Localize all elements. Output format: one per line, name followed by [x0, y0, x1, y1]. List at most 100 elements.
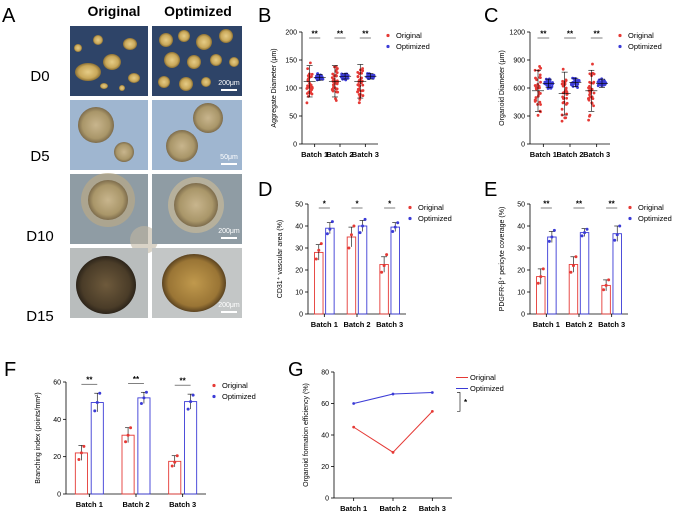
scale-d0: 200μm [218, 80, 240, 87]
data-point [546, 83, 550, 87]
data-point [332, 85, 335, 89]
data-point [319, 242, 323, 246]
significance-label: ** [180, 377, 187, 386]
y-axis-label: CD31⁺ vascular area (%) [276, 220, 284, 298]
data-point [552, 228, 556, 232]
data-point [314, 257, 318, 261]
data-point [331, 83, 335, 87]
data-point [124, 440, 128, 444]
y-tick-label: 0 [57, 492, 61, 499]
legend-label: Original [470, 373, 496, 382]
data-point [98, 391, 102, 395]
significance-label: ** [337, 30, 344, 39]
data-point [588, 95, 592, 99]
data-point [583, 231, 587, 235]
micrograph-d15-optimized: 200μm [152, 248, 242, 318]
bar [121, 434, 135, 495]
category-label: Batch 3 [352, 150, 379, 159]
y-axis-label: Organoid Diameter (μm) [499, 50, 506, 126]
y-tick-label: 1200 [509, 30, 525, 37]
y-tick-label: 20 [295, 268, 303, 275]
category-label: Batch 1 [301, 150, 328, 159]
data-point [382, 264, 386, 268]
category-label: Batch 2 [326, 150, 353, 159]
panel-e-chart: E 0 10 20 30 40 50 PDGFR-β⁺ pericyte coverage (… [484, 179, 672, 329]
data-point [600, 77, 604, 81]
data-point [588, 114, 591, 118]
bar [314, 251, 324, 315]
row-label-d0: D0 [30, 68, 49, 85]
micrograph-d15-original [70, 248, 148, 318]
y-tick-label: 50 [295, 202, 303, 209]
data-point [564, 86, 568, 90]
data-point [380, 270, 384, 274]
bar [390, 226, 400, 315]
significance-label: * [464, 398, 468, 407]
data-point [79, 451, 83, 455]
data-point [588, 72, 592, 76]
data-point [596, 84, 600, 88]
data-point [560, 119, 564, 123]
category-label: Batch 3 [169, 500, 196, 509]
y-tick-label: 150 [285, 58, 297, 65]
data-point [541, 267, 545, 271]
data-point [306, 74, 310, 78]
category-label: Batch 1 [311, 320, 338, 329]
data-point [576, 79, 580, 83]
y-tick-label: 80 [321, 370, 329, 377]
y-tick-label: 50 [289, 114, 297, 121]
panel-letter: F [4, 359, 16, 381]
data-point [336, 67, 339, 70]
data-point [550, 235, 554, 239]
significance-bracket [457, 392, 461, 412]
data-point [347, 246, 351, 250]
data-point [565, 92, 569, 96]
data-point [186, 407, 190, 411]
significance-label: ** [609, 200, 616, 209]
data-point [591, 62, 594, 66]
data-point [588, 92, 592, 95]
micrograph-d10-optimized: 200μm [152, 174, 242, 244]
data-point [175, 454, 179, 458]
data-point [77, 457, 81, 461]
data-point [356, 75, 360, 79]
legend-swatch [408, 205, 412, 210]
data-point [563, 116, 567, 120]
data-point [352, 425, 356, 429]
y-tick-label: 200 [285, 30, 297, 37]
data-point [393, 225, 397, 229]
legend-label: Optimized [418, 214, 452, 223]
legend-swatch [408, 216, 412, 221]
legend-swatch [386, 44, 390, 49]
data-point [602, 288, 606, 292]
data-point [330, 76, 334, 80]
data-point [357, 88, 361, 92]
data-point [539, 66, 543, 70]
data-point [95, 401, 99, 405]
y-tick-label: 10 [295, 290, 303, 297]
panel-c-chart: C 0 300 600 900 1200 Organoid Diameter (μm) Bat… [484, 5, 662, 159]
data-point [191, 393, 195, 397]
data-point [139, 401, 143, 405]
significance-label: ** [543, 200, 550, 209]
y-tick-label: 30 [295, 246, 303, 253]
panel-letter: B [258, 5, 271, 27]
data-point [536, 113, 540, 117]
data-point [189, 400, 193, 404]
y-tick-label: 0 [521, 312, 525, 319]
data-point [539, 275, 543, 279]
data-point [613, 238, 617, 242]
data-point [361, 67, 364, 70]
data-point [591, 97, 595, 101]
data-point [535, 78, 538, 82]
y-tick-label: 40 [321, 433, 329, 440]
data-point [310, 72, 314, 76]
panel-letter: C [484, 5, 498, 27]
y-tick-label: 0 [325, 496, 329, 503]
category-label: Batch 3 [598, 320, 625, 329]
data-point [539, 103, 542, 106]
scale-d5: 50μm [220, 154, 238, 161]
y-tick-label: 40 [295, 224, 303, 231]
data-point [571, 264, 575, 268]
data-point [536, 281, 540, 285]
